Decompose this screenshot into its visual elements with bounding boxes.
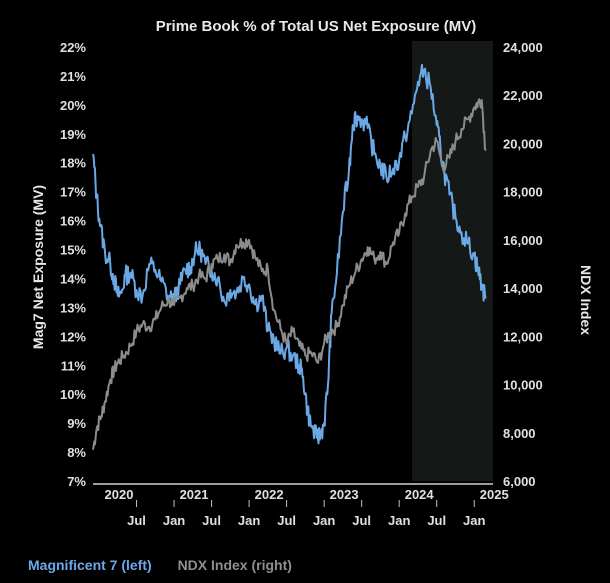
x-year-label: 2023 — [330, 487, 359, 502]
right-tick-label: 18,000 — [503, 185, 543, 200]
right-tick-label: 20,000 — [503, 136, 543, 151]
y-axis-label-right: NDX Index — [578, 265, 594, 335]
legend-item-magnificent-7: Magnificent 7 (left) — [28, 557, 152, 573]
x-month-label: Jan — [238, 513, 260, 528]
right-tick-label: 6,000 — [503, 474, 536, 489]
left-tick-label: 22% — [60, 40, 86, 55]
right-tick-label: 12,000 — [503, 329, 543, 344]
x-month-label: Jul — [202, 513, 221, 528]
right-tick-label: 14,000 — [503, 281, 543, 296]
x-year-label: 2021 — [180, 487, 209, 502]
left-tick-label: 9% — [67, 416, 86, 431]
right-tick-label: 8,000 — [503, 426, 536, 441]
x-month-label: Jul — [277, 513, 296, 528]
left-tick-label: 21% — [60, 69, 86, 84]
x-month-label: Jan — [388, 513, 410, 528]
left-tick-label: 14% — [60, 271, 86, 286]
chart-title: Prime Book % of Total US Net Exposure (M… — [156, 18, 477, 35]
x-year-label: 2022 — [255, 487, 284, 502]
left-tick-label: 16% — [60, 214, 86, 229]
left-tick-label: 18% — [60, 156, 86, 171]
left-tick-label: 19% — [60, 127, 86, 142]
x-month-label: Jan — [313, 513, 335, 528]
x-month-label: Jan — [463, 513, 485, 528]
left-axis-ticks: 22% 21% 20% 19% 18% 17% 16% 15% 14% 13% 12% 11% 10% 9… — [60, 40, 86, 489]
right-axis-ticks: 24,000 22,000 20,000 18,000 16,000 14,000 12,0… — [503, 40, 543, 489]
left-tick-label: 15% — [60, 243, 86, 258]
chart-legend: Magnificent 7 (left) NDX Index (right) — [28, 557, 314, 573]
right-tick-label: 22,000 — [503, 88, 543, 103]
left-tick-label: 11% — [61, 358, 87, 373]
left-tick-label: 8% — [67, 445, 86, 460]
y-axis-label-left: Mag7 Net Exposure (MV) — [30, 185, 46, 349]
left-tick-label: 13% — [60, 300, 86, 315]
x-axis-ticks: 2020 2021 2022 2023 2024 2025 Jul Jan Jul Jan Jul J… — [105, 487, 509, 528]
legend-item-ndx-index: NDX Index (right) — [177, 557, 292, 573]
x-month-label: Jan — [163, 513, 185, 528]
right-tick-label: 10,000 — [503, 378, 543, 393]
left-tick-label: 17% — [60, 185, 86, 200]
x-month-label: Jul — [352, 513, 371, 528]
left-tick-label: 20% — [60, 98, 86, 113]
right-tick-label: 16,000 — [503, 233, 543, 248]
x-month-label: Jul — [427, 513, 446, 528]
x-year-label: 2025 — [480, 487, 509, 502]
left-tick-label: 12% — [60, 329, 86, 344]
x-year-label: 2020 — [105, 487, 134, 502]
left-tick-label: 10% — [60, 387, 86, 402]
left-tick-label: 7% — [67, 474, 86, 489]
series-line-magnificent-7 — [92, 63, 487, 445]
series-line-ndx-index — [92, 98, 487, 450]
x-month-label: Jul — [127, 513, 146, 528]
right-tick-label: 24,000 — [503, 40, 543, 55]
x-year-label: 2024 — [405, 487, 435, 502]
shaded-region — [411, 41, 493, 481]
